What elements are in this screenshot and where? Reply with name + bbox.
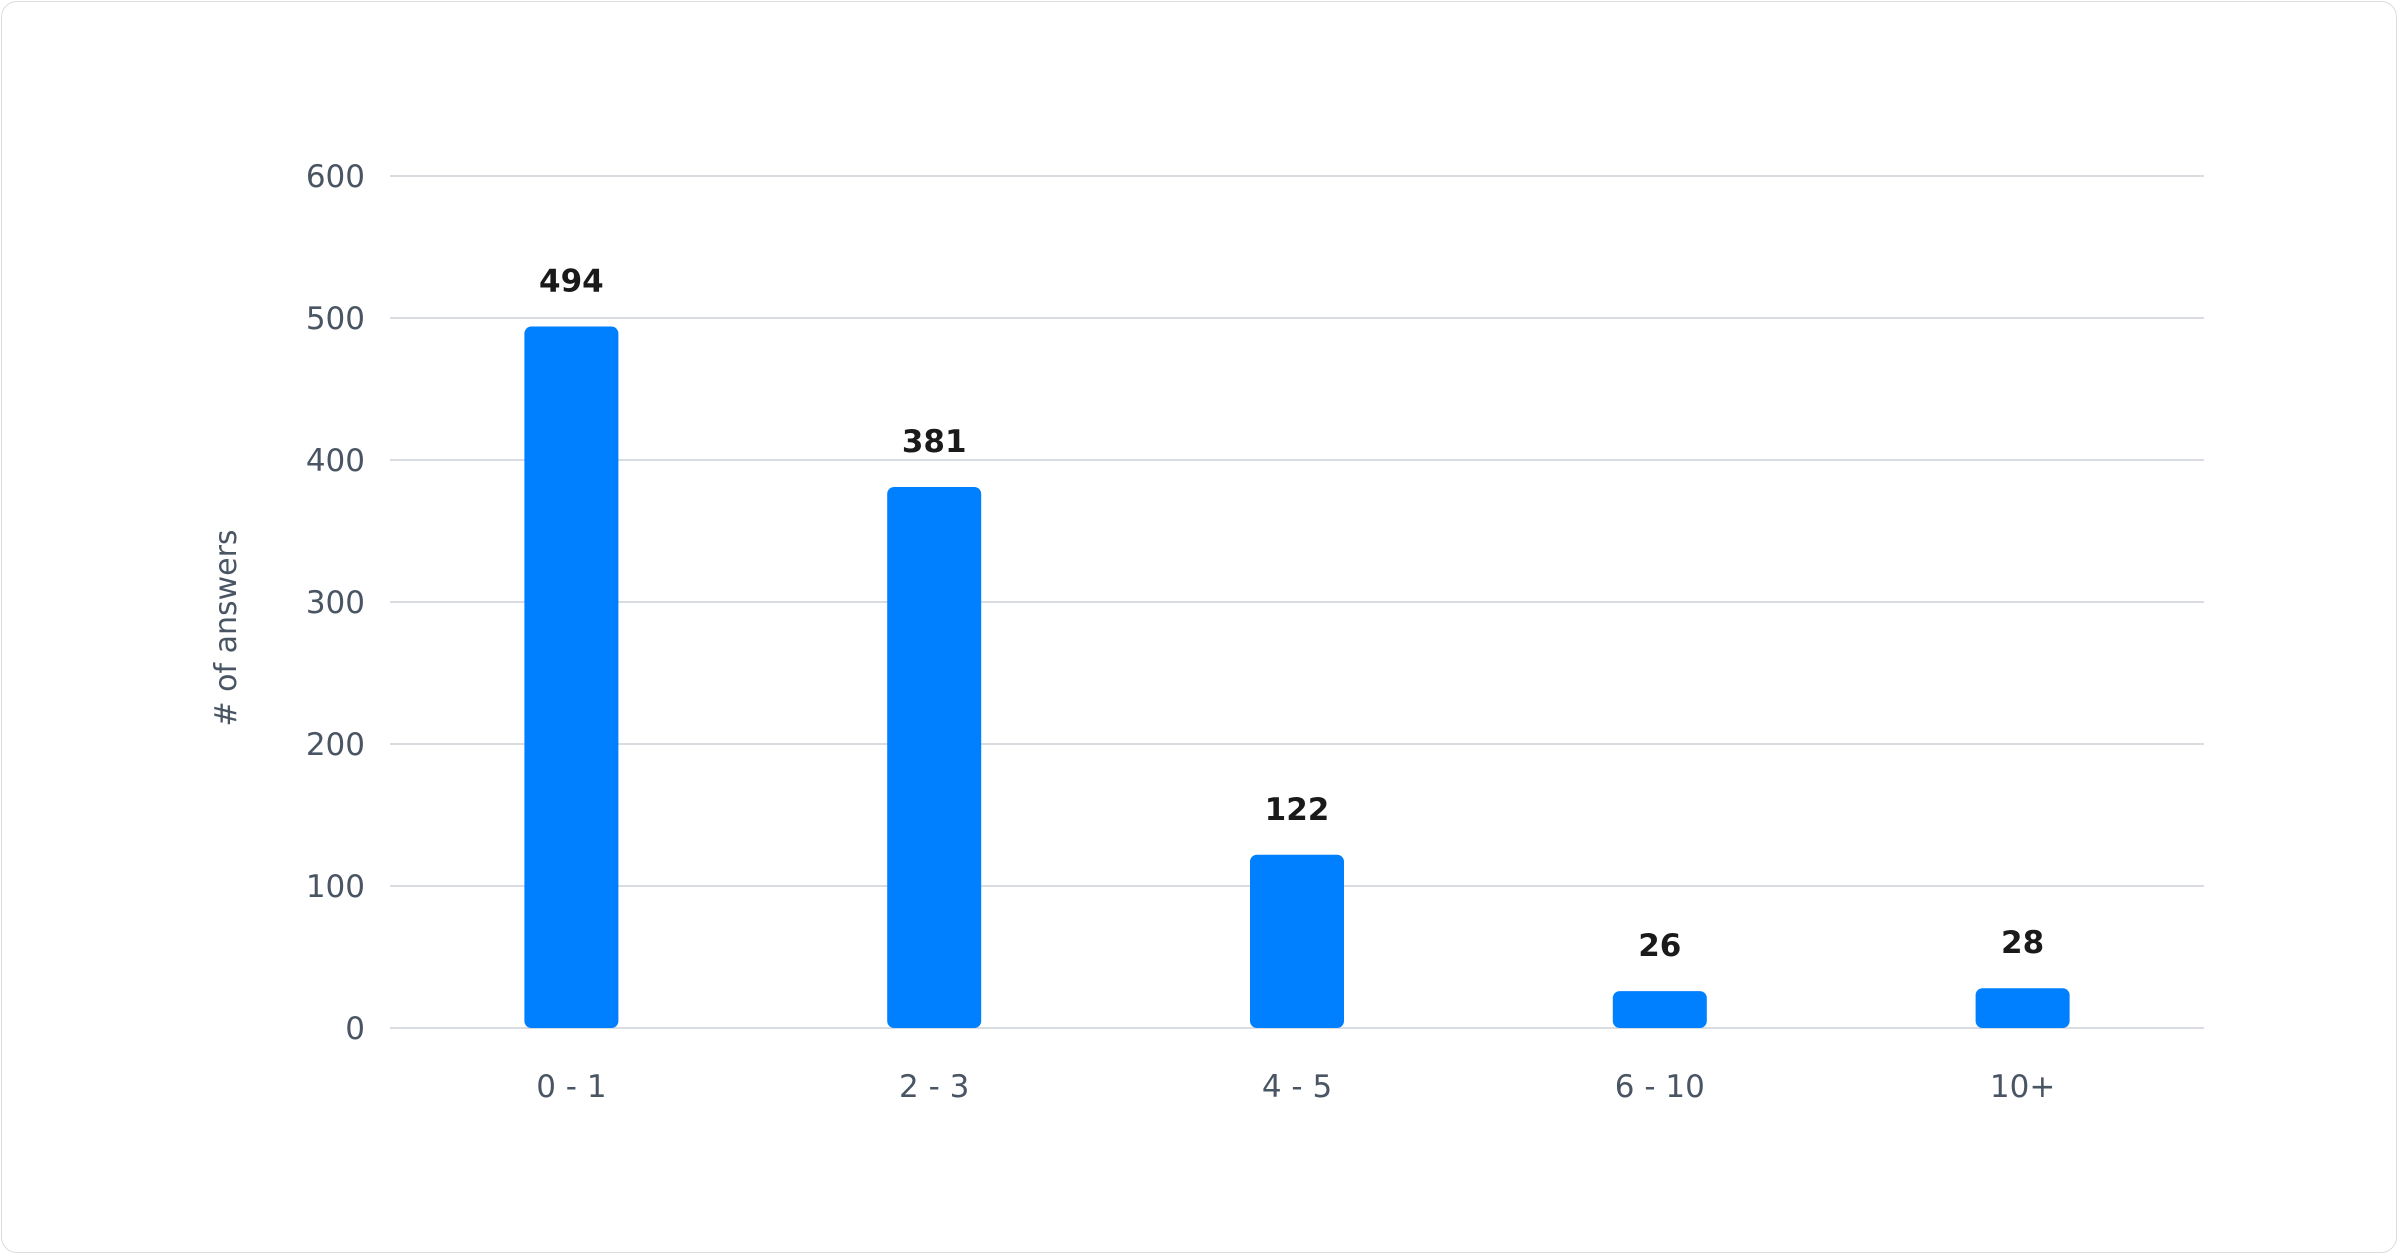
data-label: 26 — [1638, 928, 1681, 964]
bar — [1250, 854, 1344, 1028]
y-axis-label: # of answers — [209, 529, 244, 726]
y-tick-label: 300 — [306, 585, 365, 621]
bar — [1612, 991, 1707, 1028]
bar — [887, 486, 982, 1029]
x-tick-label: 0 - 1 — [536, 1069, 606, 1105]
x-tick-label: 2 - 3 — [899, 1069, 969, 1105]
data-label: 28 — [2001, 925, 2044, 961]
bar — [524, 326, 619, 1028]
y-tick-label: 0 — [345, 1011, 365, 1047]
y-tick-label: 100 — [306, 869, 365, 905]
data-label: 494 — [539, 264, 604, 300]
data-label: 381 — [902, 424, 967, 460]
y-tick-label: 400 — [306, 443, 365, 479]
data-label: 122 — [1265, 792, 1330, 828]
y-tick-label: 200 — [306, 727, 365, 763]
y-tick-label: 500 — [306, 301, 365, 337]
x-tick-label: 10+ — [1990, 1069, 2055, 1105]
bar — [1975, 988, 2070, 1028]
x-tick-label: 4 - 5 — [1262, 1069, 1332, 1105]
x-tick-label: 6 - 10 — [1615, 1069, 1705, 1105]
y-tick-label: 600 — [306, 159, 365, 195]
